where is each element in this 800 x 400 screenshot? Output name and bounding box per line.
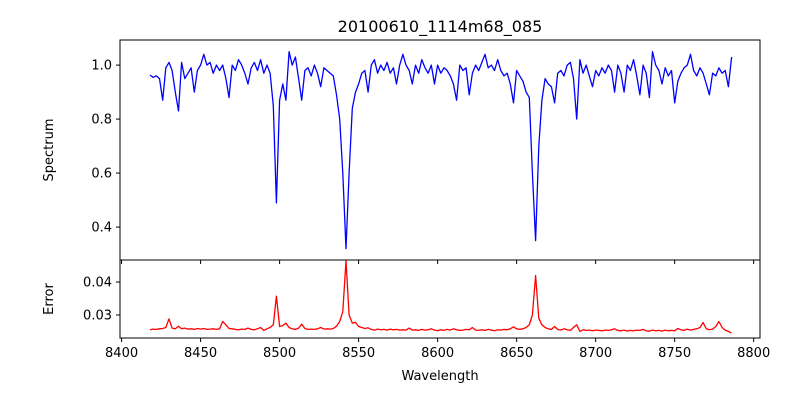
error-x-tick-label: 8750 xyxy=(658,346,691,361)
error-axes: 0.03 0.04 8400 8450 8500 8550 8600 8650 8700 8750… xyxy=(83,259,770,361)
chart-title: 20100610_1114m68_085 xyxy=(338,17,543,37)
error-y-tick-label: 0.03 xyxy=(83,308,112,323)
error-x-tick-label: 8650 xyxy=(500,346,533,361)
error-y-tick-label: 0.04 xyxy=(83,276,112,291)
x-axis-label: Wavelength xyxy=(401,369,478,384)
error-axes-frame xyxy=(119,259,761,339)
error-x-tick-label: 8550 xyxy=(342,346,375,361)
spectrum-y-label: Spectrum xyxy=(42,119,57,182)
spectrum-y-tick-label: 1.0 xyxy=(91,59,112,74)
error-x-tick-label: 8800 xyxy=(737,346,770,361)
error-x-tick-label: 8400 xyxy=(105,346,138,361)
spectrum-y-tick-label: 0.8 xyxy=(91,113,112,128)
spectrum-series-line xyxy=(149,50,733,250)
spectrum-y-tick-label: 0.4 xyxy=(91,221,112,236)
error-x-tick-label: 8450 xyxy=(184,346,217,361)
error-x-tick-label: 8500 xyxy=(263,346,296,361)
error-x-tick-label: 8600 xyxy=(421,346,454,361)
error-series-line xyxy=(149,260,732,334)
error-y-label: Error xyxy=(42,283,57,315)
error-x-tick-label: 8700 xyxy=(579,346,612,361)
spectrum-y-tick-label: 0.6 xyxy=(91,167,112,182)
